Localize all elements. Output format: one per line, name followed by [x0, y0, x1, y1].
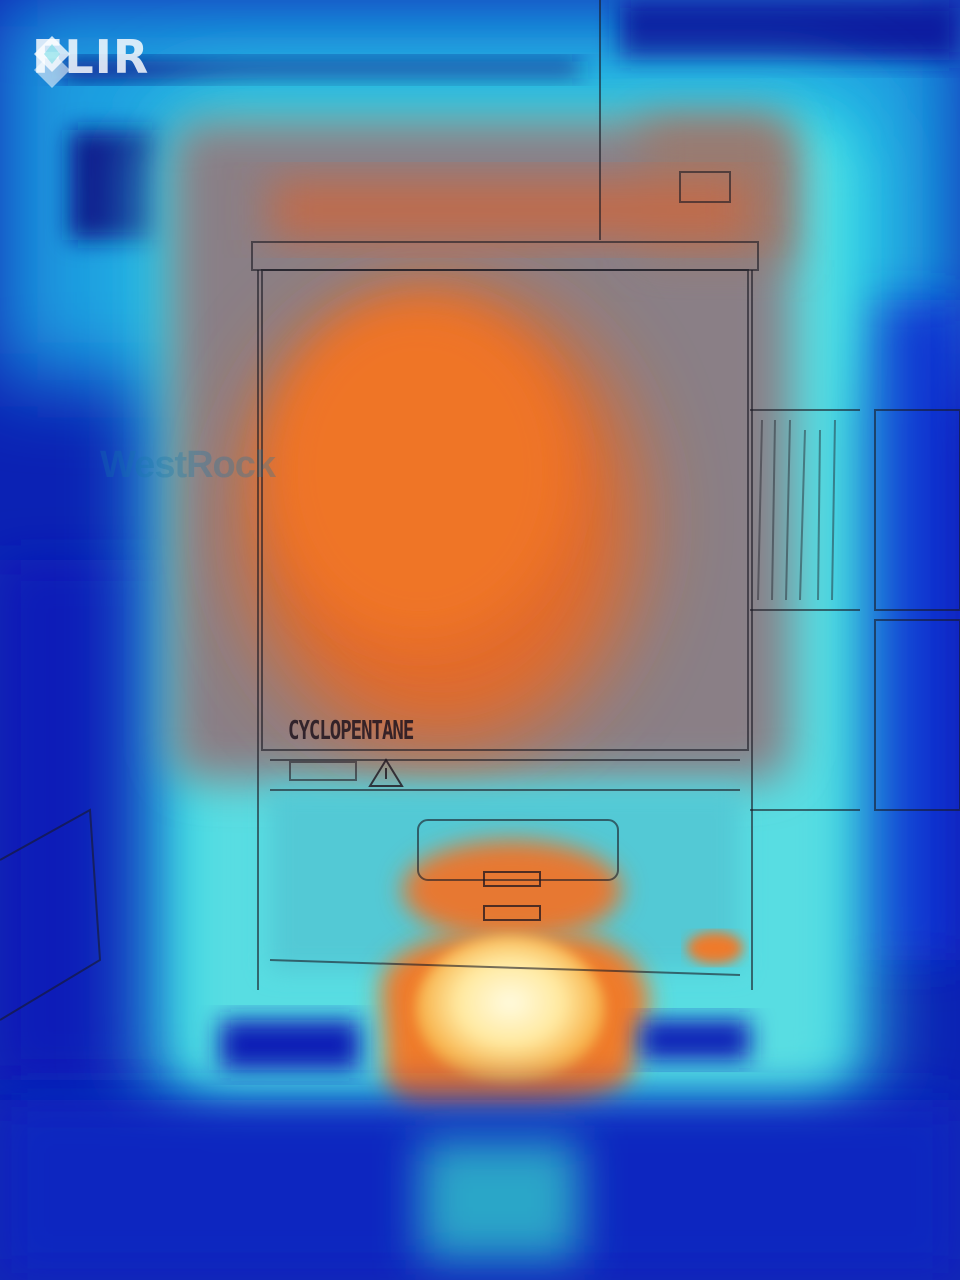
shelf-object	[679, 171, 731, 203]
freezer-front-panel	[261, 269, 749, 751]
appliance-label: CYCLOPENTANE	[288, 716, 414, 746]
base-rail	[269, 959, 741, 976]
small-sticker	[289, 761, 357, 781]
book-spine	[785, 419, 791, 601]
book-spine	[817, 429, 821, 601]
flir-diamond-icon	[34, 36, 70, 88]
cold-patch-left	[220, 1020, 360, 1070]
compressor-warm	[402, 840, 622, 940]
edge-outlines	[0, 0, 960, 1021]
warning-triangle-icon	[368, 758, 404, 787]
warm-core-center	[270, 300, 570, 640]
dark-window-top-left	[60, 60, 580, 80]
hot-spot-small	[687, 932, 743, 964]
bin-lower	[874, 619, 960, 811]
dark-window-top	[620, 0, 960, 60]
book-spine	[831, 419, 836, 601]
bin-upper	[874, 409, 960, 611]
flir-logo: FLIR	[32, 34, 149, 88]
compressor-label-2	[483, 905, 541, 921]
warm-top-edge	[270, 180, 750, 240]
background-brand-text: WestRock	[100, 444, 276, 486]
book-spines	[757, 419, 836, 601]
cold-patch-right	[640, 1020, 750, 1060]
book-spine	[799, 429, 806, 601]
vent-cover	[417, 819, 619, 881]
book-spine	[771, 419, 776, 601]
floor-reflection	[420, 1140, 580, 1260]
dark-object-left	[70, 130, 160, 240]
book-spine	[757, 419, 763, 601]
compressor-label-1	[483, 871, 541, 887]
hot-spot-core	[415, 935, 605, 1085]
chair-left	[0, 808, 102, 1021]
